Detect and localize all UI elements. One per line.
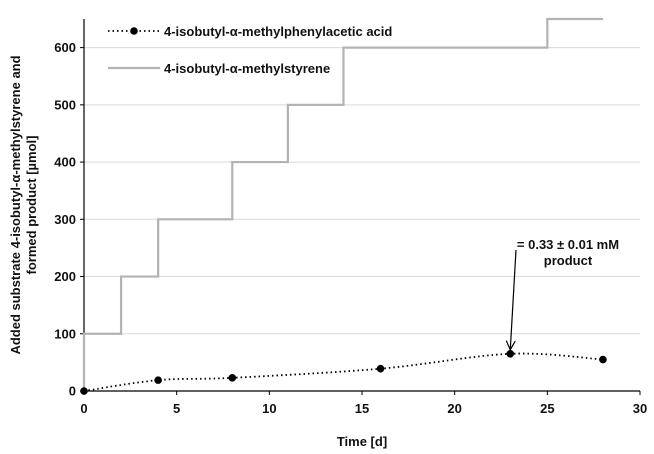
acid-point-4 [506, 350, 515, 358]
acid-point-2 [228, 374, 237, 382]
x-tick-label-15: 15 [355, 401, 369, 416]
x-tick-label-0: 0 [80, 401, 87, 416]
y-tick-label-0: 0 [69, 384, 76, 399]
series-line-styrene [82, 17, 603, 391]
legend-label-styrene: 4-isobutyl-α-methylstyrene [164, 61, 330, 76]
grid [84, 47, 640, 335]
legend-marker-acid [130, 27, 138, 35]
tick-labels: 0 100 200 300 400 500 600 0 5 10 15 20 25 30 [54, 40, 647, 416]
y-tick-label-400: 400 [54, 155, 76, 170]
acid-point-1 [154, 376, 162, 384]
x-tick-label-5: 5 [173, 401, 180, 416]
x-tick-label-30: 30 [633, 401, 647, 416]
legend: 4-isobutyl-α-methylphenylacetic acid 4-is… [108, 24, 392, 76]
x-tick-label-20: 20 [447, 401, 461, 416]
axis-labels: Time [d] Added substrate 4-isobutyl-α-me… [8, 55, 387, 449]
y-tick-label-100: 100 [54, 326, 76, 341]
y-tick-label-300: 300 [54, 212, 76, 227]
legend-label-acid: 4-isobutyl-α-methylphenylacetic acid [164, 24, 392, 39]
y-axis-label-line-1: Added substrate 4-isobutyl-α-methylstyre… [8, 55, 23, 354]
series-line-acid [83, 352, 603, 392]
annotation-arrow-line [509, 249, 517, 350]
y-tick-label-600: 600 [54, 40, 76, 55]
acid-point-3 [376, 364, 385, 373]
x-tick-label-25: 25 [540, 401, 554, 416]
annotation-line-2: product [544, 253, 593, 268]
y-tick-label-200: 200 [54, 269, 76, 284]
x-axis-label: Time [d] [337, 434, 387, 449]
acid-point-5 [599, 355, 607, 364]
x-tick-label-10: 10 [262, 401, 276, 416]
acid-point-0 [80, 387, 88, 395]
annotation-arrow-head [505, 340, 516, 352]
y-tick-label-500: 500 [54, 97, 76, 112]
y-axis-label-line-2: formed product [µmol] [24, 136, 39, 275]
series-group [80, 17, 607, 395]
annotation-line-1: = 0.33 ± 0.01 mM [517, 237, 619, 252]
